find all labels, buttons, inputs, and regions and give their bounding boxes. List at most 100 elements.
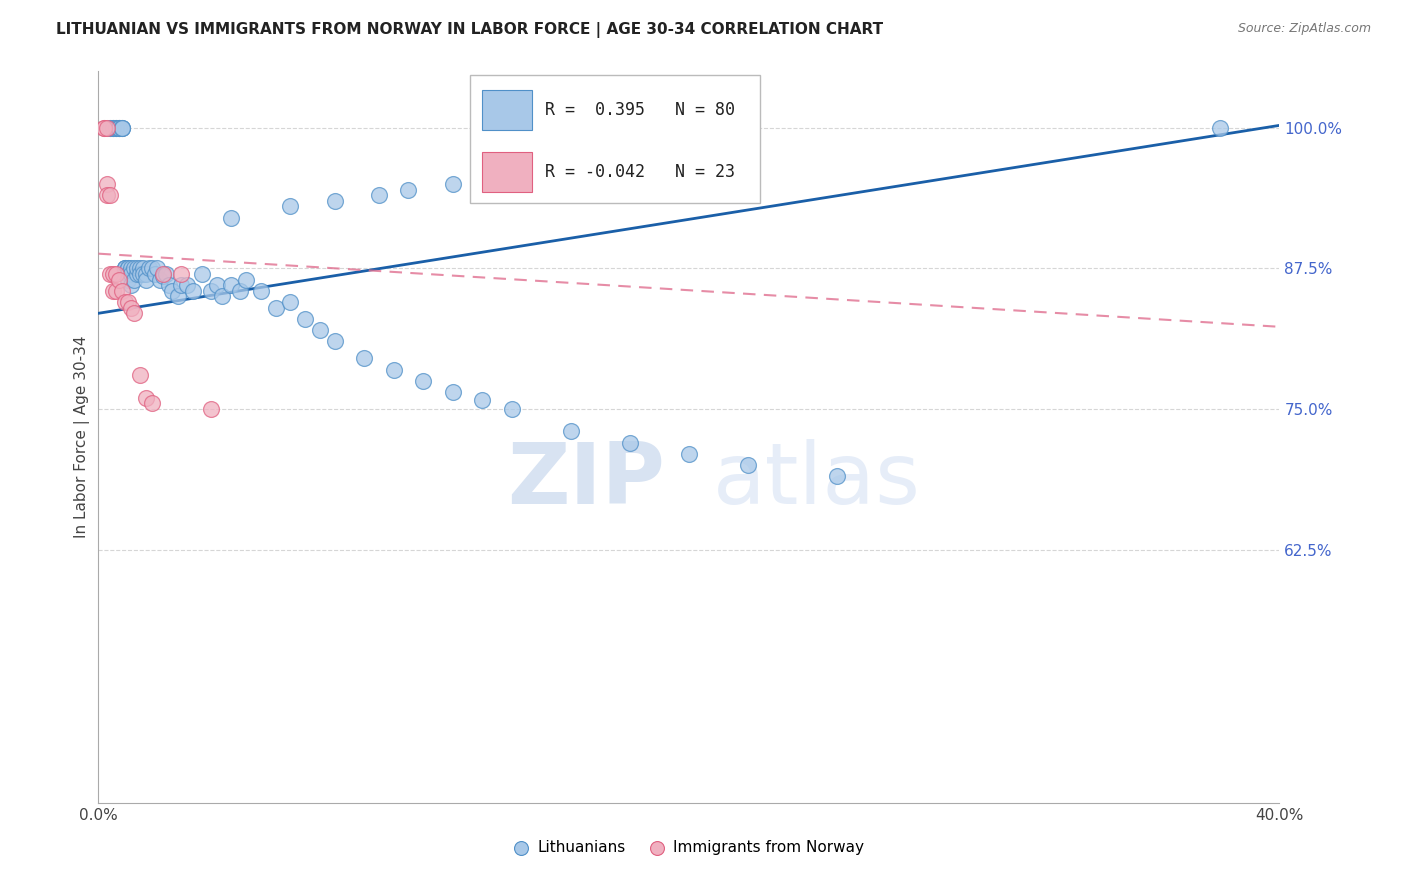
Point — [96, 188, 118, 202]
Point — [560, 425, 582, 439]
Point — [108, 272, 131, 286]
Point — [103, 120, 125, 135]
Legend: Lithuanians, Immigrants from Norway: Lithuanians, Immigrants from Norway — [508, 834, 870, 861]
Point — [117, 272, 139, 286]
Point — [105, 120, 128, 135]
Point — [825, 469, 848, 483]
Point — [441, 385, 464, 400]
Point — [122, 272, 145, 286]
Point — [737, 458, 759, 473]
Point — [143, 267, 166, 281]
Point — [120, 261, 142, 276]
Point — [93, 120, 115, 135]
Point — [162, 284, 183, 298]
Text: atlas: atlas — [713, 440, 921, 523]
Point — [191, 267, 214, 281]
Point — [108, 120, 131, 135]
Point — [412, 374, 434, 388]
Point — [167, 289, 190, 303]
Point — [678, 447, 700, 461]
Point — [98, 120, 121, 135]
Point — [103, 120, 125, 135]
Point — [155, 267, 177, 281]
Point — [105, 284, 128, 298]
Point — [280, 295, 302, 310]
Text: LITHUANIAN VS IMMIGRANTS FROM NORWAY IN LABOR FORCE | AGE 30-34 CORRELATION CHAR: LITHUANIAN VS IMMIGRANTS FROM NORWAY IN … — [56, 22, 883, 38]
Point — [181, 284, 204, 298]
Point — [111, 284, 134, 298]
Point — [294, 312, 316, 326]
Point — [152, 269, 174, 284]
Point — [108, 120, 131, 135]
Point — [128, 267, 150, 281]
Point — [235, 272, 257, 286]
Point — [114, 261, 136, 276]
Point — [103, 120, 125, 135]
Point — [114, 261, 136, 276]
Point — [368, 188, 391, 202]
Point — [128, 261, 150, 276]
Point — [117, 295, 139, 310]
Point — [114, 295, 136, 310]
Point — [105, 267, 128, 281]
Point — [135, 391, 157, 405]
Point — [205, 278, 228, 293]
Point — [200, 401, 222, 416]
Text: R =  0.395   N = 80: R = 0.395 N = 80 — [546, 101, 735, 120]
Point — [111, 120, 134, 135]
Point — [96, 177, 118, 191]
Point — [103, 267, 125, 281]
Point — [111, 120, 134, 135]
Point — [114, 261, 136, 276]
Point — [441, 177, 464, 191]
Point — [125, 261, 148, 276]
Point — [157, 278, 180, 293]
Y-axis label: In Labor Force | Age 30-34: In Labor Force | Age 30-34 — [75, 335, 90, 539]
Point — [128, 368, 150, 383]
Point — [103, 284, 125, 298]
Point — [105, 120, 128, 135]
Point — [117, 261, 139, 276]
Point — [323, 334, 346, 349]
FancyBboxPatch shape — [471, 75, 759, 203]
Point — [211, 289, 233, 303]
Point — [501, 401, 523, 416]
Text: R = -0.042   N = 23: R = -0.042 N = 23 — [546, 162, 735, 180]
Point — [1209, 120, 1232, 135]
Point — [98, 267, 121, 281]
Text: Source: ZipAtlas.com: Source: ZipAtlas.com — [1237, 22, 1371, 36]
Point — [105, 120, 128, 135]
Point — [125, 267, 148, 281]
Point — [471, 392, 494, 407]
Point — [117, 267, 139, 281]
Point — [152, 267, 174, 281]
Point — [98, 120, 121, 135]
Point — [170, 278, 193, 293]
Point — [135, 267, 157, 281]
Point — [323, 194, 346, 208]
Point — [132, 267, 155, 281]
Point — [221, 211, 243, 225]
Point — [141, 396, 163, 410]
Point — [250, 284, 273, 298]
Text: ZIP: ZIP — [508, 440, 665, 523]
FancyBboxPatch shape — [482, 152, 531, 192]
Point — [122, 261, 145, 276]
Point — [96, 120, 118, 135]
Point — [149, 272, 172, 286]
Point — [146, 261, 169, 276]
Point — [619, 435, 641, 450]
Point — [132, 261, 155, 276]
Point — [93, 120, 115, 135]
Point — [98, 188, 121, 202]
Point — [138, 261, 160, 276]
Point — [108, 120, 131, 135]
Point — [353, 351, 375, 366]
Point — [120, 267, 142, 281]
Point — [309, 323, 332, 337]
Point — [264, 301, 287, 315]
Point — [122, 306, 145, 320]
Point — [229, 284, 252, 298]
Point — [176, 278, 198, 293]
Point — [135, 272, 157, 286]
